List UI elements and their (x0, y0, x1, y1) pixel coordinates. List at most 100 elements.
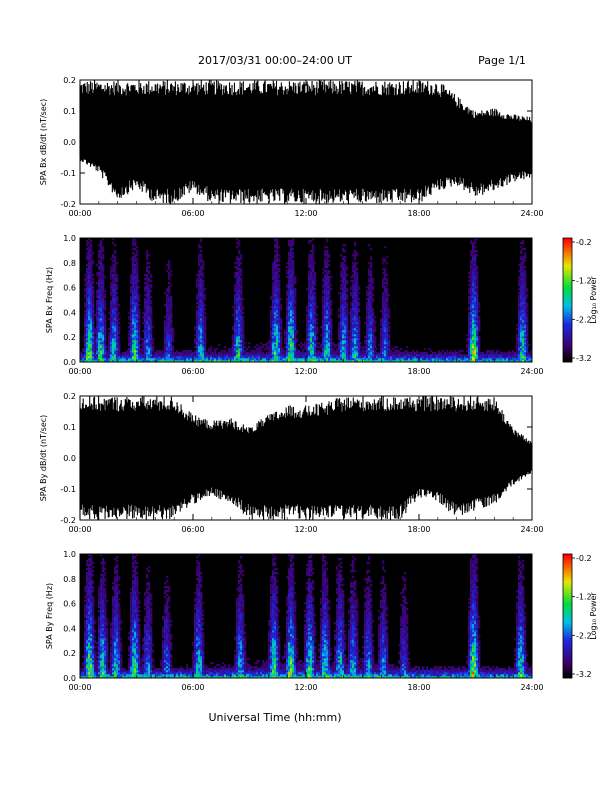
spectrogram-cell (104, 320, 107, 323)
spectrogram-cell (498, 356, 501, 359)
spectrogram-cell (518, 316, 521, 319)
spectrogram-cell (348, 332, 351, 335)
spectrogram-cell (472, 282, 475, 285)
spectrogram-cell (342, 284, 345, 287)
spectrogram-cell (86, 248, 89, 251)
spectrogram-cell (166, 358, 169, 361)
spectrogram-cell (458, 354, 461, 357)
spectrogram-cell (288, 314, 291, 317)
spectrogram-cell (144, 340, 147, 343)
spectrogram-cell (242, 328, 245, 331)
spectrogram-cell (312, 322, 315, 325)
spectrogram-cell (286, 272, 289, 275)
spectrogram-cell (138, 314, 141, 317)
spectrogram-cell (384, 320, 387, 323)
spectrogram-cell (354, 306, 357, 309)
spectrogram-cell (326, 286, 329, 289)
spectrogram-cell (172, 330, 175, 333)
spectrogram-cell (352, 300, 355, 303)
spectrogram-cell (354, 304, 357, 307)
spectrogram-cell (370, 320, 373, 323)
spectrogram-cell (92, 280, 95, 283)
spectrogram-cell (198, 358, 201, 361)
spectrogram-cell (388, 308, 391, 311)
spectrogram-cell (338, 326, 341, 329)
spectrogram-cell (520, 354, 523, 357)
spectrogram-cell (388, 294, 391, 297)
spectrogram-cell (166, 346, 169, 349)
spectrogram-cell (370, 282, 373, 285)
spectrogram-cell (144, 350, 147, 353)
spectrogram-cell (116, 350, 119, 353)
spectrogram-cell (356, 346, 359, 349)
spectrogram-cell (150, 310, 153, 313)
spectrogram-cell (166, 298, 169, 301)
spectrogram-cell (342, 266, 345, 269)
spectrogram-cell (144, 326, 147, 329)
spectrogram-cell (520, 334, 523, 337)
spectrogram-cell (266, 346, 269, 349)
spectrogram-cell (272, 314, 275, 317)
spectrogram-cell (238, 298, 241, 301)
spectrogram-cell (116, 344, 119, 347)
spectrogram-cell (164, 336, 167, 339)
spectrogram-cell (148, 262, 151, 265)
spectrogram-cell (276, 332, 279, 335)
spectrogram-cell (168, 346, 171, 349)
spectrogram-cell (108, 352, 111, 355)
spectrogram-cell (98, 294, 101, 297)
spectrogram-cell (496, 356, 499, 359)
spectrogram-cell (344, 264, 347, 267)
spectrogram-cell (310, 288, 313, 291)
spectrogram-cell (340, 332, 343, 335)
spectrogram-cell (298, 350, 301, 353)
spectrogram-cell (296, 358, 299, 361)
spectrogram-cell (98, 354, 101, 357)
spectrogram-cell (218, 344, 221, 347)
spectrogram-cell (148, 284, 151, 287)
spectrogram-cell (94, 330, 97, 333)
spectrogram-cell (132, 280, 135, 283)
spectrogram-cell (144, 308, 147, 311)
spectrogram-cell (298, 344, 301, 347)
spectrogram-cell (324, 338, 327, 341)
spectrogram-cell (292, 276, 295, 279)
spectrogram-cell (196, 354, 199, 357)
spectrogram-cell (172, 338, 175, 341)
spectrogram-cell (172, 360, 175, 363)
spectrogram-cell (278, 316, 281, 319)
spectrogram-cell (340, 276, 343, 279)
spectrogram-cell (270, 330, 273, 333)
spectrogram-cell (372, 330, 375, 333)
spectrogram-cell (138, 298, 141, 301)
spectrogram-cell (168, 282, 171, 285)
spectrogram-cell (448, 356, 451, 359)
spectrogram-cell (518, 312, 521, 315)
spectrogram-cell (366, 298, 369, 301)
spectrogram-cell (102, 258, 105, 261)
spectrogram-cell (236, 246, 239, 249)
spectrogram-cell (490, 356, 493, 359)
spectrogram-cell (288, 338, 291, 341)
spectrogram-cell (168, 336, 171, 339)
spectrogram-cell (470, 284, 473, 287)
spectrogram-cell (470, 240, 473, 243)
spectrogram-cell (372, 324, 375, 327)
spectrogram-cell (246, 360, 249, 363)
spectrogram-cell (518, 302, 521, 305)
spectrogram-cell (104, 296, 107, 299)
spectrogram-cell (312, 252, 315, 255)
spectrogram-cell (358, 302, 361, 305)
spectrogram-cell (354, 294, 357, 297)
spectrogram-cell (110, 274, 113, 277)
spectrogram-cell (118, 338, 121, 341)
spectrogram-cell (522, 304, 525, 307)
spectrogram-cell (112, 292, 115, 295)
spectrogram-cell (296, 338, 299, 341)
spectrogram-cell (88, 292, 91, 295)
spectrogram-cell (274, 298, 277, 301)
spectrogram-cell (254, 346, 257, 349)
spectrogram-cell (88, 302, 91, 305)
spectrogram-cell (146, 280, 149, 283)
spectrogram-cell (382, 354, 385, 357)
